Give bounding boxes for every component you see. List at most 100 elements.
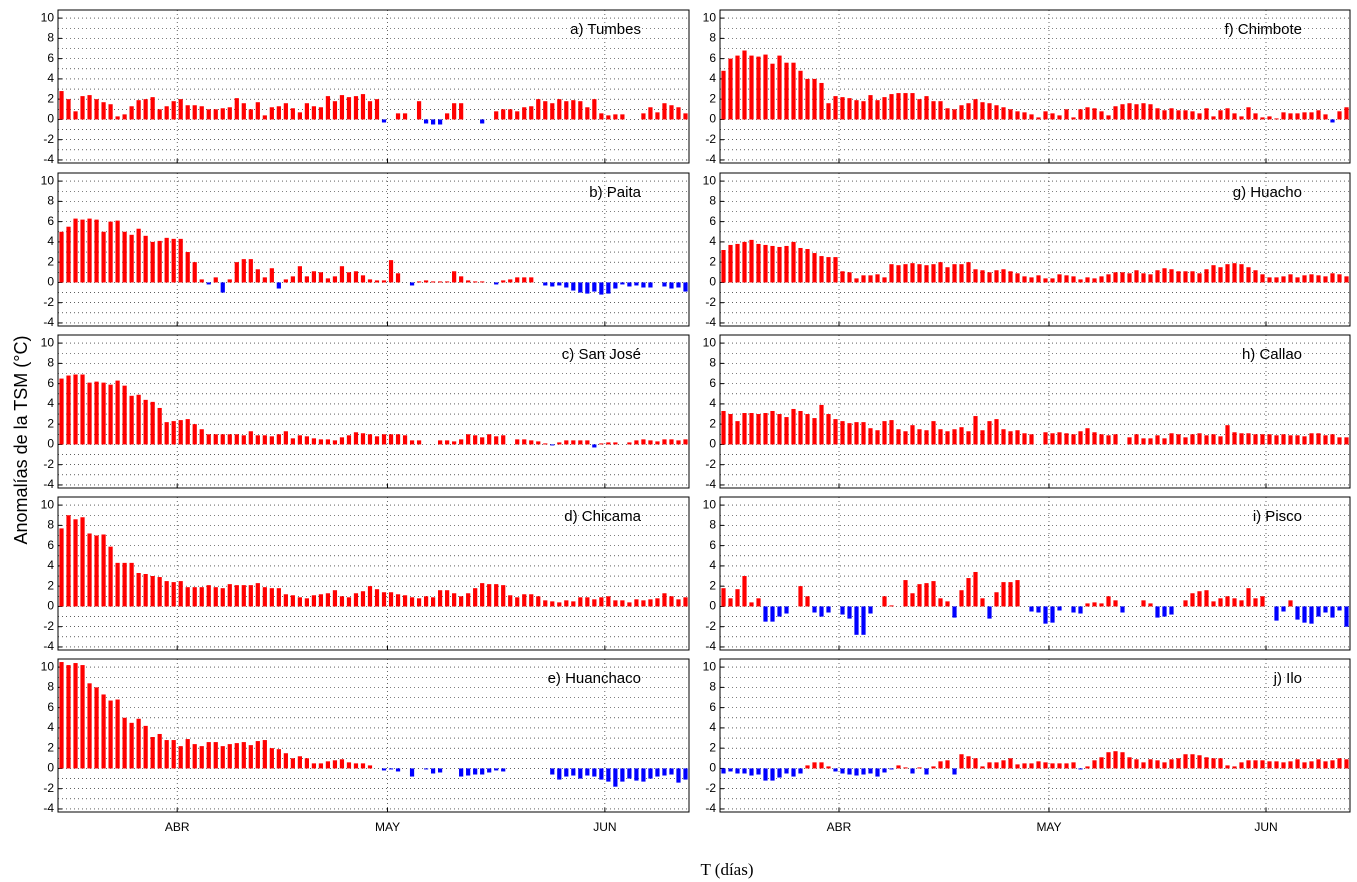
bar xyxy=(1050,433,1055,445)
bar xyxy=(896,765,901,769)
panel-label: a) Tumbes xyxy=(570,21,641,38)
bar xyxy=(206,742,211,769)
bar xyxy=(1050,113,1055,120)
bar xyxy=(910,263,915,283)
bar xyxy=(255,269,260,283)
bar xyxy=(480,119,485,124)
bar xyxy=(1099,603,1104,607)
y-tick-label: 0 xyxy=(709,599,716,613)
bar xyxy=(220,434,225,445)
bar xyxy=(480,281,485,283)
bar xyxy=(452,271,457,283)
panel-frame xyxy=(57,9,690,164)
bar xyxy=(1267,434,1272,445)
bar xyxy=(1239,433,1244,445)
y-tick-label: 4 xyxy=(47,558,54,572)
bar xyxy=(662,103,667,120)
y-tick-label: 2 xyxy=(709,254,716,268)
y-tick-label: 8 xyxy=(47,31,54,45)
bar xyxy=(1183,754,1188,769)
bar xyxy=(854,422,859,445)
bar xyxy=(1092,602,1097,607)
bar xyxy=(241,585,246,607)
bar xyxy=(466,434,471,445)
bar xyxy=(367,434,373,445)
y-tick-label: 6 xyxy=(47,700,54,714)
bar xyxy=(1288,435,1293,445)
y-tick-label: 8 xyxy=(709,356,716,370)
bar xyxy=(585,768,590,776)
bar xyxy=(1148,438,1153,445)
bar xyxy=(1232,432,1237,445)
bar xyxy=(430,119,436,125)
bar xyxy=(80,219,85,283)
bar xyxy=(1337,437,1342,445)
bar xyxy=(613,282,618,289)
bar xyxy=(805,596,810,607)
bar xyxy=(1190,593,1195,607)
bar xyxy=(749,239,754,283)
bar xyxy=(1064,109,1069,120)
bar xyxy=(1043,762,1048,769)
bar xyxy=(318,439,324,445)
bar xyxy=(276,106,281,120)
bar xyxy=(332,590,338,607)
bar xyxy=(1015,580,1020,607)
bar xyxy=(861,606,866,635)
bar xyxy=(157,407,162,445)
bar xyxy=(564,282,569,288)
bar xyxy=(269,748,274,769)
x-tick-label: JUN xyxy=(1254,820,1277,834)
bar xyxy=(648,768,653,779)
bar xyxy=(101,534,106,607)
bar xyxy=(1008,582,1013,607)
bar xyxy=(122,385,127,445)
y-tick-label: 4 xyxy=(709,396,716,410)
bar xyxy=(1134,434,1139,445)
bar xyxy=(994,762,999,769)
bar xyxy=(220,282,225,293)
bar xyxy=(931,581,936,607)
bar xyxy=(192,424,197,445)
bar xyxy=(798,586,803,607)
bar xyxy=(1337,111,1342,120)
bar xyxy=(735,589,740,607)
bar xyxy=(213,587,218,607)
bar xyxy=(1295,759,1300,769)
bar xyxy=(1148,603,1153,607)
bar xyxy=(627,442,632,445)
bar xyxy=(676,440,681,445)
bar xyxy=(980,430,985,445)
bar xyxy=(1281,112,1286,120)
y-tick-label: 10 xyxy=(41,659,55,673)
bar xyxy=(1099,757,1104,769)
bar xyxy=(1344,606,1349,627)
bar xyxy=(1225,425,1230,445)
y-tick-label: -2 xyxy=(43,132,54,146)
bar xyxy=(171,421,176,445)
bar xyxy=(662,439,667,445)
bar xyxy=(1057,115,1062,120)
bar xyxy=(564,768,569,777)
bar xyxy=(381,768,387,771)
y-tick-label: 10 xyxy=(703,497,717,511)
bar xyxy=(1253,434,1258,445)
bar xyxy=(1190,111,1195,120)
bar xyxy=(1120,752,1125,769)
bar xyxy=(1015,430,1020,445)
bar xyxy=(1022,763,1027,769)
y-tick-label: -4 xyxy=(705,152,716,166)
bar xyxy=(318,594,324,607)
y-tick-label: 2 xyxy=(47,740,54,754)
panel-label: e) Huanchaco xyxy=(548,670,641,687)
bar xyxy=(1071,434,1076,445)
bar xyxy=(1225,765,1230,769)
bar xyxy=(501,280,506,283)
y-tick-label: 6 xyxy=(709,51,716,65)
y-tick-label: 10 xyxy=(703,173,717,187)
bar xyxy=(1281,434,1286,445)
bar xyxy=(1225,596,1230,607)
bar xyxy=(297,435,302,445)
bar xyxy=(1155,108,1160,120)
bar xyxy=(129,562,134,607)
